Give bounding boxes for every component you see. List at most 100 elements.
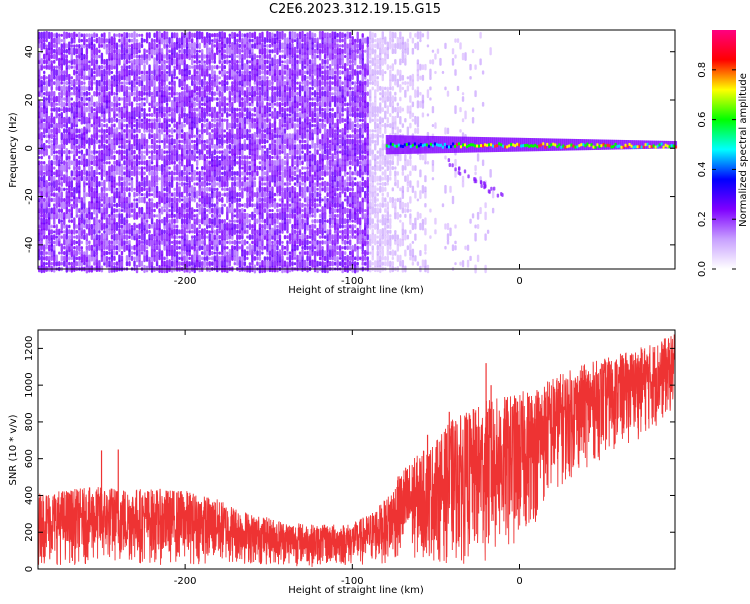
spectrogram-cell	[336, 69, 339, 76]
spectrogram-cell	[268, 213, 272, 219]
spectrogram-cell	[188, 176, 191, 181]
spectrogram-cell	[278, 31, 282, 40]
spectrogram-cell	[306, 255, 309, 262]
spectrogram-cell	[148, 64, 151, 71]
spectrogram-cell	[75, 74, 79, 82]
spectrogram-cell	[48, 91, 51, 97]
spectrogram-cell	[105, 70, 109, 75]
spectrogram-cell	[100, 198, 104, 202]
spectrogram-cell	[115, 190, 119, 199]
spectrogram-cell	[173, 196, 176, 204]
spectrogram-cell	[211, 144, 214, 149]
spectrogram-cell	[85, 116, 89, 124]
spectrogram-cell	[276, 96, 279, 102]
spectrogram-cell	[158, 81, 161, 86]
spectrogram-cell	[293, 229, 297, 234]
spectrogram-cell	[286, 91, 289, 96]
spectrogram-cell	[135, 154, 139, 161]
spectrogram-cell	[133, 191, 136, 198]
spectrogram-cell	[251, 203, 254, 208]
spectrogram-cell	[303, 222, 307, 231]
spectrogram-cell	[303, 36, 307, 45]
spectrogram-cell	[195, 248, 199, 258]
spectrogram-cell	[298, 31, 302, 40]
spectrogram-cell	[45, 213, 48, 219]
spectrogram-cell	[266, 181, 269, 187]
spectrogram-cell	[60, 81, 63, 85]
spectrogram-cell	[175, 197, 179, 203]
spectrogram-cell	[333, 57, 337, 66]
spectrogram-cell	[291, 31, 294, 40]
spectrogram-cell	[60, 139, 63, 144]
spectrogram-cell	[55, 132, 58, 140]
spectrogram-cell	[208, 217, 211, 225]
spectrogram-cell	[263, 37, 267, 45]
spectrogram-cell	[208, 206, 211, 215]
spectrogram-cell	[336, 222, 339, 231]
spectrogram-cell	[148, 32, 151, 39]
spectrogram-cell	[155, 139, 159, 144]
spectrogram-cell	[103, 179, 106, 189]
spectrogram-cell	[286, 244, 289, 252]
spectrogram-cell	[80, 132, 84, 140]
spectrogram-cell	[140, 33, 144, 38]
spectrogram-cell	[291, 243, 294, 252]
spectrogram-cell	[203, 107, 206, 112]
spectrogram-cell	[283, 70, 287, 75]
spectrogram-cell	[100, 102, 104, 107]
spectrogram-cell	[213, 127, 216, 135]
spectrogram-cell	[296, 123, 299, 128]
spectrogram-cell	[183, 164, 186, 172]
spectrogram-cell	[105, 47, 109, 55]
spectrogram-cell	[301, 233, 304, 242]
spectrogram-cell	[301, 121, 304, 130]
spectrogram-cell	[88, 117, 91, 124]
spectrogram-cell	[238, 191, 242, 198]
spectrogram-cell	[211, 261, 214, 266]
spectrogram-cell	[103, 230, 106, 234]
spectrogram-cell	[88, 112, 91, 118]
spectrogram-cell	[278, 249, 282, 257]
spectrogram-cell	[343, 218, 347, 225]
spectrogram-cell	[133, 54, 136, 59]
spectrogram-cell	[203, 239, 206, 246]
spectrogram-cell	[108, 260, 111, 268]
spectrogram-cell	[115, 240, 119, 245]
spectrogram-cell	[278, 121, 282, 130]
spectrogram-cell	[108, 244, 111, 252]
spectrogram-cell	[331, 138, 334, 146]
spectrogram-cell	[110, 138, 114, 145]
spectrogram-cell	[333, 129, 337, 133]
spectrogram-cell	[206, 216, 209, 226]
spectrogram-cell	[158, 165, 161, 172]
spectrogram-cell	[118, 44, 121, 48]
spectrogram-cell	[238, 155, 242, 160]
spectrogram-cell	[263, 144, 267, 149]
spectrogram-cell	[303, 65, 307, 69]
spectrogram-cell	[80, 160, 84, 166]
spectrogram-cell	[326, 171, 329, 176]
spectrogram-cell	[323, 53, 327, 60]
spectrogram-cell	[241, 122, 244, 129]
spectrogram-cell	[263, 223, 267, 230]
spectrogram-cell	[163, 158, 166, 167]
spectrogram-cell	[201, 190, 204, 199]
spectrogram-cell	[158, 219, 161, 224]
spectrogram-cell	[228, 90, 231, 97]
spectrogram-cell	[153, 75, 156, 81]
spectrogram-cell	[175, 240, 179, 245]
spectrogram-cell	[93, 143, 96, 150]
spectrogram-cell	[218, 90, 221, 98]
spectrogram-cell	[316, 219, 319, 224]
spectrogram-cell	[65, 102, 68, 107]
spectrogram-cell	[328, 108, 332, 112]
spectrogram-cell	[238, 107, 242, 112]
spectrogram-cell	[253, 131, 257, 141]
spectrogram-cell	[228, 207, 231, 214]
spectrogram-cell	[246, 143, 249, 150]
spectrogram-cell	[130, 62, 134, 72]
spectrogram-cell	[190, 58, 194, 66]
spectrogram-cell	[281, 102, 284, 107]
spectrogram-cell	[321, 81, 324, 86]
